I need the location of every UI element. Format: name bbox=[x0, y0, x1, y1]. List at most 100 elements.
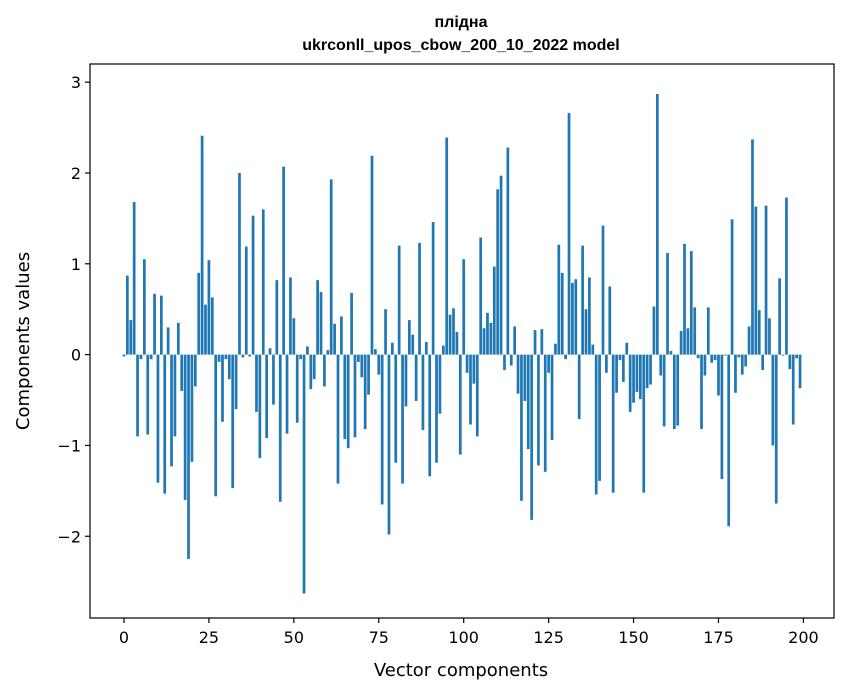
bar bbox=[333, 323, 336, 355]
bar bbox=[438, 354, 442, 414]
bar bbox=[710, 354, 714, 363]
bar bbox=[350, 292, 353, 355]
bar bbox=[795, 354, 798, 359]
bar bbox=[547, 354, 550, 373]
bar bbox=[577, 354, 581, 420]
bar bbox=[638, 354, 642, 400]
bar bbox=[445, 137, 449, 355]
bar bbox=[713, 354, 717, 361]
bar bbox=[768, 318, 771, 355]
bar bbox=[268, 348, 272, 355]
bar bbox=[139, 354, 143, 360]
bar bbox=[642, 354, 646, 493]
bar bbox=[319, 291, 323, 355]
bar bbox=[537, 354, 540, 466]
bar bbox=[734, 354, 737, 393]
y-tick-label: 3 bbox=[71, 73, 81, 92]
x-axis-ticks: 0 25 50 75 100 125 150 175 200 bbox=[119, 618, 819, 647]
bar bbox=[751, 139, 754, 355]
bar bbox=[655, 93, 659, 355]
bar bbox=[601, 225, 605, 355]
bar bbox=[649, 354, 652, 385]
bar bbox=[693, 307, 697, 355]
bar bbox=[367, 354, 370, 395]
bar bbox=[183, 354, 187, 500]
bar bbox=[632, 354, 635, 403]
bar bbox=[628, 354, 632, 412]
bar bbox=[513, 326, 517, 355]
bar bbox=[129, 320, 133, 355]
x-tick-label: 150 bbox=[618, 628, 649, 647]
bar bbox=[560, 272, 564, 355]
bar bbox=[187, 354, 190, 559]
bar bbox=[611, 354, 615, 493]
bar bbox=[764, 205, 768, 355]
bar bbox=[744, 354, 748, 367]
bar bbox=[227, 354, 231, 380]
bar bbox=[523, 354, 527, 401]
bar bbox=[244, 246, 248, 355]
bar bbox=[737, 354, 741, 358]
bar-series bbox=[122, 93, 802, 594]
bar bbox=[180, 354, 184, 391]
bar bbox=[241, 354, 245, 358]
bar bbox=[645, 354, 649, 389]
bar bbox=[516, 354, 520, 394]
bar bbox=[608, 286, 612, 355]
bar bbox=[248, 354, 252, 357]
bar bbox=[394, 354, 398, 463]
bar bbox=[221, 354, 224, 422]
bar bbox=[424, 341, 428, 355]
bar bbox=[360, 354, 364, 378]
x-tick-label: 75 bbox=[369, 628, 389, 647]
bar bbox=[666, 252, 669, 355]
bar bbox=[193, 354, 197, 387]
bar bbox=[329, 179, 333, 355]
bar bbox=[316, 280, 319, 355]
bar bbox=[727, 354, 731, 527]
bar bbox=[401, 354, 404, 484]
bar bbox=[543, 354, 547, 472]
bar bbox=[384, 309, 387, 355]
bar bbox=[791, 354, 795, 425]
bar bbox=[441, 345, 445, 355]
bar bbox=[282, 166, 286, 355]
bar bbox=[652, 306, 656, 355]
bar bbox=[706, 307, 710, 355]
bar bbox=[190, 354, 194, 462]
bar bbox=[340, 316, 343, 355]
bar bbox=[757, 310, 761, 355]
bar bbox=[720, 354, 724, 480]
bar bbox=[204, 304, 207, 355]
bar bbox=[686, 328, 690, 355]
bar bbox=[506, 147, 510, 355]
bar bbox=[598, 354, 601, 481]
bar bbox=[370, 155, 374, 355]
bar bbox=[234, 354, 238, 410]
bar bbox=[778, 278, 782, 355]
bar bbox=[363, 354, 367, 430]
bar bbox=[676, 354, 680, 426]
y-tick-label: 1 bbox=[71, 255, 81, 274]
bar bbox=[336, 354, 340, 484]
bar bbox=[672, 354, 676, 430]
bar bbox=[479, 237, 483, 355]
bar bbox=[669, 350, 673, 355]
y-tick-label: 0 bbox=[71, 346, 81, 365]
bar bbox=[554, 343, 557, 355]
x-tick-label: 25 bbox=[199, 628, 219, 647]
chart-title: плідна bbox=[435, 14, 488, 31]
bar bbox=[238, 172, 241, 355]
bar bbox=[306, 346, 309, 355]
bar bbox=[353, 354, 357, 438]
bar bbox=[136, 354, 139, 437]
bar bbox=[526, 354, 530, 450]
bar bbox=[255, 354, 258, 412]
bar bbox=[723, 354, 727, 356]
bar bbox=[785, 197, 788, 355]
bar bbox=[217, 354, 221, 362]
bar bbox=[550, 354, 554, 440]
bar bbox=[747, 326, 751, 355]
bar bbox=[163, 354, 167, 494]
bar bbox=[132, 202, 136, 355]
